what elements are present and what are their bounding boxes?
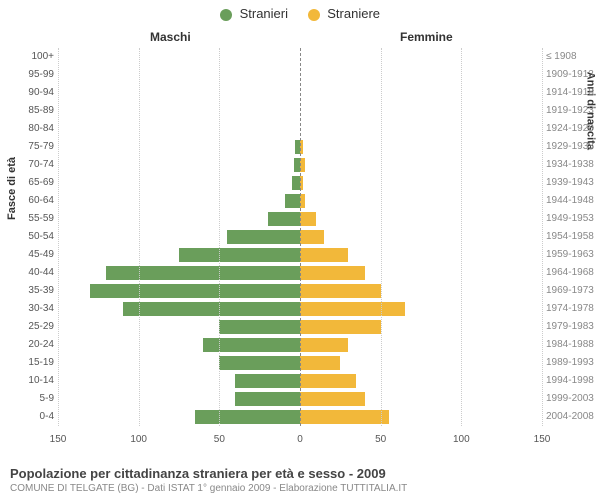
x-tick-label: 50 bbox=[375, 434, 386, 445]
bar-female bbox=[300, 392, 365, 406]
legend-label-male: Stranieri bbox=[240, 6, 288, 21]
footer-subtitle: COMUNE DI TELGATE (BG) - Dati ISTAT 1° g… bbox=[10, 483, 590, 494]
birth-year-label: 1909-1913 bbox=[546, 69, 600, 80]
bar-female bbox=[300, 338, 348, 352]
bar-male bbox=[235, 374, 300, 388]
birth-year-label: 1979-1983 bbox=[546, 321, 600, 332]
birth-year-label: 1954-1958 bbox=[546, 231, 600, 242]
column-title-male: Maschi bbox=[150, 30, 191, 44]
age-label: 50-54 bbox=[10, 231, 54, 242]
legend: Stranieri Straniere bbox=[0, 6, 600, 21]
footer: Popolazione per cittadinanza straniera p… bbox=[10, 466, 590, 494]
birth-year-label: 1949-1953 bbox=[546, 213, 600, 224]
footer-title: Popolazione per cittadinanza straniera p… bbox=[10, 466, 590, 481]
x-tick-label: 100 bbox=[130, 434, 147, 445]
bar-female bbox=[300, 212, 316, 226]
legend-item-male: Stranieri bbox=[220, 6, 288, 21]
plot-area: 100+≤ 190895-991909-191390-941914-191885… bbox=[58, 48, 542, 438]
birth-year-label: 1959-1963 bbox=[546, 249, 600, 260]
birth-year-label: 1924-1928 bbox=[546, 123, 600, 134]
bar-female bbox=[300, 320, 381, 334]
age-label: 100+ bbox=[10, 51, 54, 62]
bar-male bbox=[235, 392, 300, 406]
age-label: 75-79 bbox=[10, 141, 54, 152]
bar-female bbox=[300, 374, 356, 388]
legend-swatch-male bbox=[220, 9, 232, 21]
bar-male bbox=[219, 320, 300, 334]
age-label: 95-99 bbox=[10, 69, 54, 80]
age-label: 20-24 bbox=[10, 339, 54, 350]
birth-year-label: 1969-1973 bbox=[546, 285, 600, 296]
birth-year-label: 1999-2003 bbox=[546, 393, 600, 404]
bar-male bbox=[123, 302, 300, 316]
bar-female bbox=[300, 230, 324, 244]
bar-male bbox=[106, 266, 300, 280]
birth-year-label: 1929-1933 bbox=[546, 141, 600, 152]
age-label: 60-64 bbox=[10, 195, 54, 206]
bar-male bbox=[203, 338, 300, 352]
x-tick-label: 0 bbox=[297, 434, 303, 445]
x-grid bbox=[58, 48, 59, 426]
bar-female bbox=[300, 302, 405, 316]
bar-female bbox=[300, 248, 348, 262]
x-grid bbox=[461, 48, 462, 426]
age-label: 15-19 bbox=[10, 357, 54, 368]
bar-male bbox=[179, 248, 300, 262]
age-label: 55-59 bbox=[10, 213, 54, 224]
age-label: 10-14 bbox=[10, 375, 54, 386]
age-label: 0-4 bbox=[10, 411, 54, 422]
age-label: 5-9 bbox=[10, 393, 54, 404]
legend-item-female: Straniere bbox=[308, 6, 380, 21]
age-label: 45-49 bbox=[10, 249, 54, 260]
x-tick-label: 150 bbox=[50, 434, 67, 445]
legend-label-female: Straniere bbox=[327, 6, 380, 21]
bar-male bbox=[195, 410, 300, 424]
age-label: 90-94 bbox=[10, 87, 54, 98]
birth-year-label: 1939-1943 bbox=[546, 177, 600, 188]
age-label: 85-89 bbox=[10, 105, 54, 116]
chart-container: Stranieri Straniere Maschi Femmine Fasce… bbox=[0, 0, 600, 500]
birth-year-label: 1934-1938 bbox=[546, 159, 600, 170]
bar-male bbox=[219, 356, 300, 370]
x-tick-label: 150 bbox=[534, 434, 551, 445]
bar-female bbox=[300, 266, 365, 280]
birth-year-label: 1994-1998 bbox=[546, 375, 600, 386]
birth-year-label: 1914-1918 bbox=[546, 87, 600, 98]
birth-year-label: 2004-2008 bbox=[546, 411, 600, 422]
bar-male bbox=[285, 194, 300, 208]
bar-male bbox=[90, 284, 300, 298]
x-tick-label: 100 bbox=[453, 434, 470, 445]
x-grid-center bbox=[300, 48, 301, 426]
birth-year-label: 1964-1968 bbox=[546, 267, 600, 278]
age-label: 30-34 bbox=[10, 303, 54, 314]
age-label: 40-44 bbox=[10, 267, 54, 278]
bar-female bbox=[300, 284, 381, 298]
x-grid bbox=[381, 48, 382, 426]
x-grid bbox=[219, 48, 220, 426]
bar-female bbox=[300, 356, 340, 370]
column-title-female: Femmine bbox=[400, 30, 453, 44]
age-label: 25-29 bbox=[10, 321, 54, 332]
bar-male bbox=[292, 176, 300, 190]
birth-year-label: ≤ 1908 bbox=[546, 51, 600, 62]
birth-year-label: 1984-1988 bbox=[546, 339, 600, 350]
birth-year-label: 1974-1978 bbox=[546, 303, 600, 314]
birth-year-label: 1944-1948 bbox=[546, 195, 600, 206]
age-label: 80-84 bbox=[10, 123, 54, 134]
x-axis: 15010050050100150 bbox=[58, 430, 542, 460]
age-label: 70-74 bbox=[10, 159, 54, 170]
legend-swatch-female bbox=[308, 9, 320, 21]
x-tick-label: 50 bbox=[214, 434, 225, 445]
age-label: 65-69 bbox=[10, 177, 54, 188]
bar-male bbox=[268, 212, 300, 226]
bar-female bbox=[300, 410, 389, 424]
age-label: 35-39 bbox=[10, 285, 54, 296]
birth-year-label: 1989-1993 bbox=[546, 357, 600, 368]
x-grid bbox=[542, 48, 543, 426]
bar-male bbox=[227, 230, 300, 244]
birth-year-label: 1919-1923 bbox=[546, 105, 600, 116]
x-grid bbox=[139, 48, 140, 426]
